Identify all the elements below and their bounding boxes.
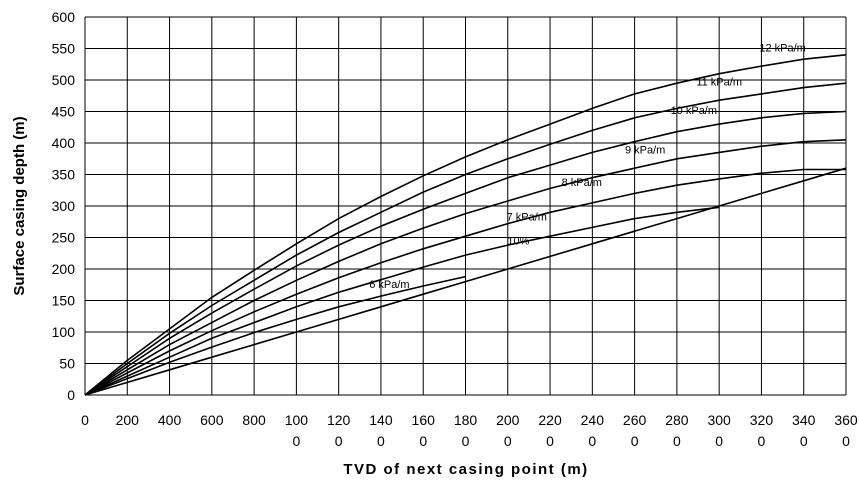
y-tick-label: 50 xyxy=(59,356,75,372)
y-axis-title: Surface casing depth (m) xyxy=(11,116,28,295)
x-tick-label: 300 xyxy=(707,412,731,428)
x-tick-label: 0 xyxy=(504,433,512,449)
x-tick-label: 0 xyxy=(842,433,850,449)
x-tick-label: 120 xyxy=(327,412,351,428)
y-tick-label: 200 xyxy=(52,261,76,277)
x-tick-label: 160 xyxy=(412,412,436,428)
x-tick-label: 0 xyxy=(715,433,723,449)
x-axis-title: TVD of next casing point (m) xyxy=(343,461,588,478)
x-tick-label: 0 xyxy=(292,433,300,449)
x-tick-label: 400 xyxy=(158,412,182,428)
y-tick-label: 250 xyxy=(52,230,76,246)
curve-labels: 12 kPa/m 11 kPa/m 10 kPa/m 9 kPa/m 8 kPa/m 7 … xyxy=(369,43,806,291)
series-label-3: 9 kPa/m xyxy=(625,145,665,157)
x-tick-label: 0 xyxy=(631,433,639,449)
series-line-4 xyxy=(84,168,846,396)
y-tick-label: 0 xyxy=(67,387,75,403)
x-tick-label: 0 xyxy=(462,433,470,449)
x-tick-label: 0 xyxy=(588,433,596,449)
series-line-2 xyxy=(84,110,847,396)
series-label-2: 10 kPa/m xyxy=(671,105,717,117)
x-tick-labels: 0 200 400 600 800 100012001400160018002000220… xyxy=(81,412,858,449)
x-tick-label: 0 xyxy=(800,433,808,449)
y-tick-labels: 0 50 100 150 200 250 300 350 400 450 500 550 600 xyxy=(52,9,76,403)
grid xyxy=(84,16,847,396)
series-label-7: 10% xyxy=(507,235,529,247)
series-line-5 xyxy=(84,206,720,396)
series-line-0 xyxy=(84,54,847,396)
x-tick-label: 240 xyxy=(581,412,605,428)
x-tick-label: 340 xyxy=(792,412,816,428)
x-tick-label: 360 xyxy=(834,412,858,428)
x-tick-label: 200 xyxy=(116,412,140,428)
x-tick-label: 320 xyxy=(750,412,774,428)
x-tick-label: 100 xyxy=(285,412,309,428)
series-line-1 xyxy=(84,82,847,396)
y-tick-label: 400 xyxy=(52,135,76,151)
x-tick-label: 0 xyxy=(419,433,427,449)
series-line-7 xyxy=(84,167,847,396)
y-tick-label: 500 xyxy=(52,72,76,88)
x-tick-label: 280 xyxy=(665,412,689,428)
series-label-6: 6 kPa/m xyxy=(369,279,409,291)
curves xyxy=(84,54,847,396)
x-tick-label: 260 xyxy=(623,412,647,428)
y-tick-label: 350 xyxy=(52,167,76,183)
x-tick-label: 0 xyxy=(758,433,766,449)
x-tick-label: 200 xyxy=(496,412,520,428)
x-tick-label: 140 xyxy=(369,412,393,428)
x-tick-label: 0 xyxy=(335,433,343,449)
y-tick-label: 150 xyxy=(52,293,76,309)
y-tick-label: 100 xyxy=(52,324,76,340)
x-tick-label: 0 xyxy=(673,433,681,449)
x-tick-label: 0 xyxy=(81,412,89,428)
x-tick-label: 600 xyxy=(200,412,224,428)
x-tick-label: 220 xyxy=(538,412,562,428)
series-line-6 xyxy=(84,275,466,396)
x-tick-label: 0 xyxy=(546,433,554,449)
series-label-5: 7 kPa/m xyxy=(507,211,547,223)
series-label-1: 11 kPa/m xyxy=(696,77,742,89)
series-line-3 xyxy=(84,139,847,396)
y-tick-label: 600 xyxy=(52,9,76,25)
y-tick-label: 450 xyxy=(52,104,76,120)
series-label-0: 12 kPa/m xyxy=(759,43,805,55)
x-tick-label: 0 xyxy=(377,433,385,449)
y-tick-label: 550 xyxy=(52,41,76,57)
x-tick-label: 800 xyxy=(242,412,266,428)
x-tick-label: 180 xyxy=(454,412,478,428)
series-label-4: 8 kPa/m xyxy=(562,177,602,189)
y-tick-label: 300 xyxy=(52,198,76,214)
